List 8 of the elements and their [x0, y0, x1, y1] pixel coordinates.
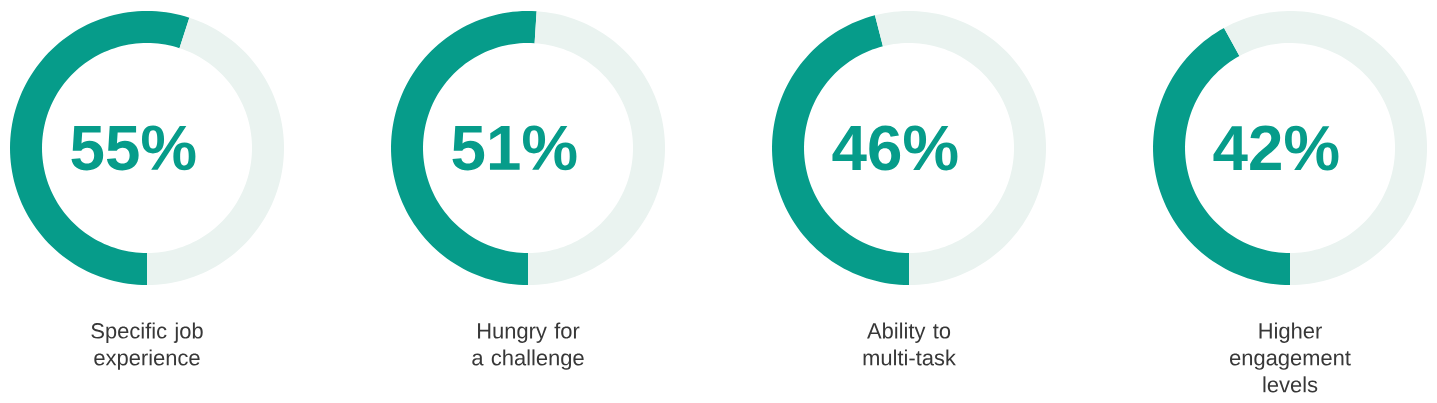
data-label: 42%: [1213, 125, 1339, 171]
data-label: 55%: [71, 125, 196, 171]
data-label: 51%: [452, 125, 577, 171]
text: Specific job experience: [91, 322, 203, 370]
text: Hungry for a challenge: [472, 322, 584, 370]
text: Ability to multi-task: [863, 322, 956, 366]
data-label: 46%: [832, 125, 958, 171]
text: Higher engagement levels: [1230, 322, 1351, 393]
